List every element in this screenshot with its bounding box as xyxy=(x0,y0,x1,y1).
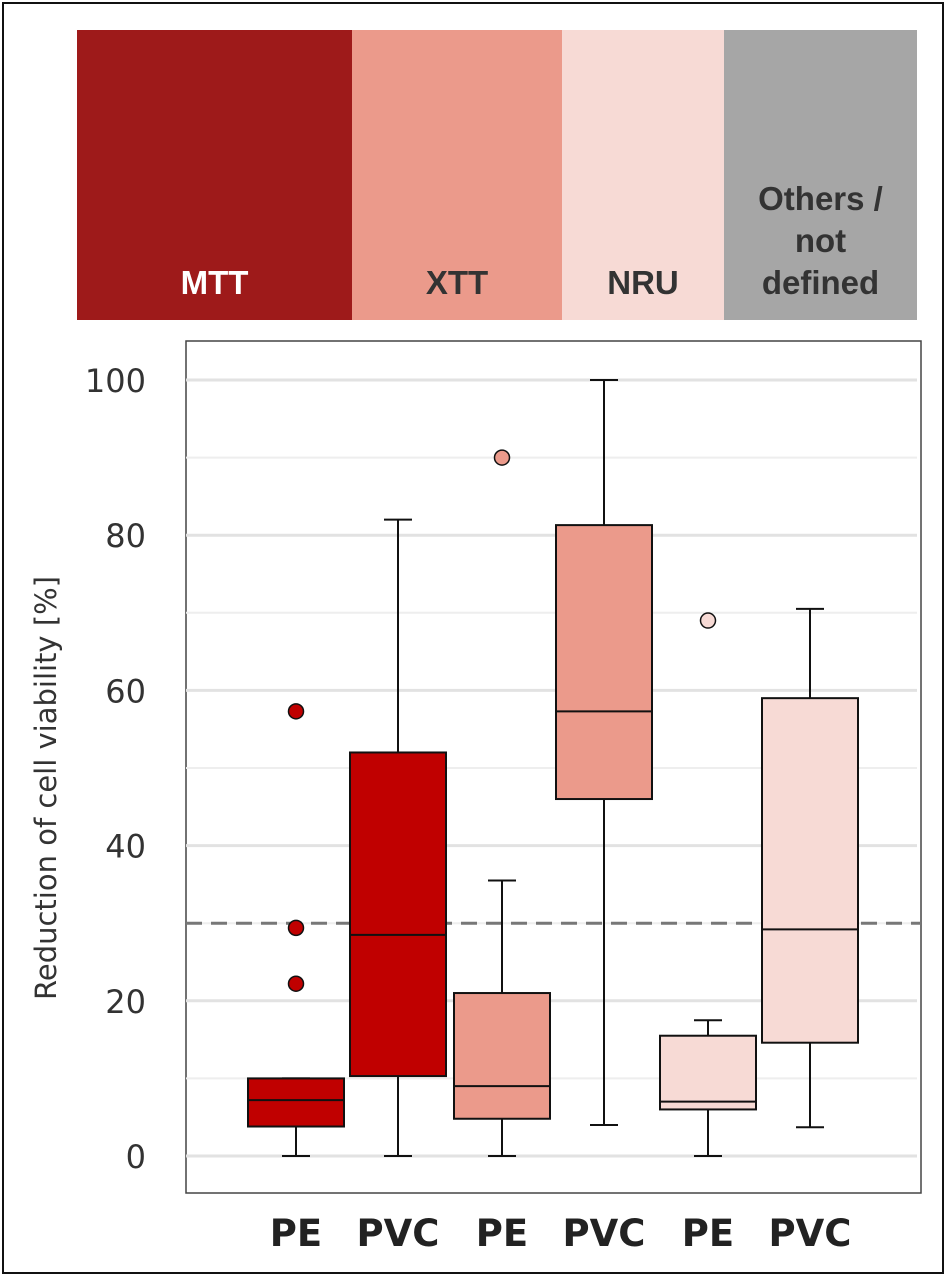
y-tick-label: 80 xyxy=(105,517,146,555)
box-1 xyxy=(349,751,447,1078)
outlier-point xyxy=(287,975,305,992)
outlier-point xyxy=(287,919,305,937)
x-tick-label: PE xyxy=(682,1212,734,1255)
y-tick-label: 60 xyxy=(105,672,146,710)
box-3 xyxy=(555,524,653,801)
legend-band-3: Others / not defined xyxy=(724,30,917,320)
legend-band-label: MTT xyxy=(180,264,249,301)
box-4 xyxy=(659,1034,757,1111)
y-tick-label: 20 xyxy=(105,983,146,1021)
box-5 xyxy=(761,697,859,1044)
y-tick-label: 40 xyxy=(105,828,146,866)
box-0 xyxy=(247,1077,345,1128)
y-tick-label: 0 xyxy=(126,1138,146,1176)
x-tick-label: PE xyxy=(270,1212,322,1255)
x-tick-label: PVC xyxy=(563,1212,646,1255)
legend-band-0: MTT xyxy=(77,30,352,320)
outlier-point xyxy=(287,703,305,720)
outlier-point xyxy=(493,449,511,466)
y-tick-label: 100 xyxy=(85,362,146,400)
legend-band-2: NRU xyxy=(562,30,724,320)
legend-band-label: NRU xyxy=(607,264,679,301)
legend-band-1: XTT xyxy=(352,30,562,320)
x-tick-label: PVC xyxy=(357,1212,440,1255)
x-tick-label: PVC xyxy=(769,1212,852,1255)
box-2 xyxy=(453,992,551,1120)
legend-band-label: XTT xyxy=(425,264,489,301)
outlier-point xyxy=(699,612,717,629)
legend-band-label: Others / not defined xyxy=(758,180,883,301)
y-axis-label: Reduction of cell viability [%] xyxy=(29,576,63,1000)
x-tick-label: PE xyxy=(476,1212,528,1255)
